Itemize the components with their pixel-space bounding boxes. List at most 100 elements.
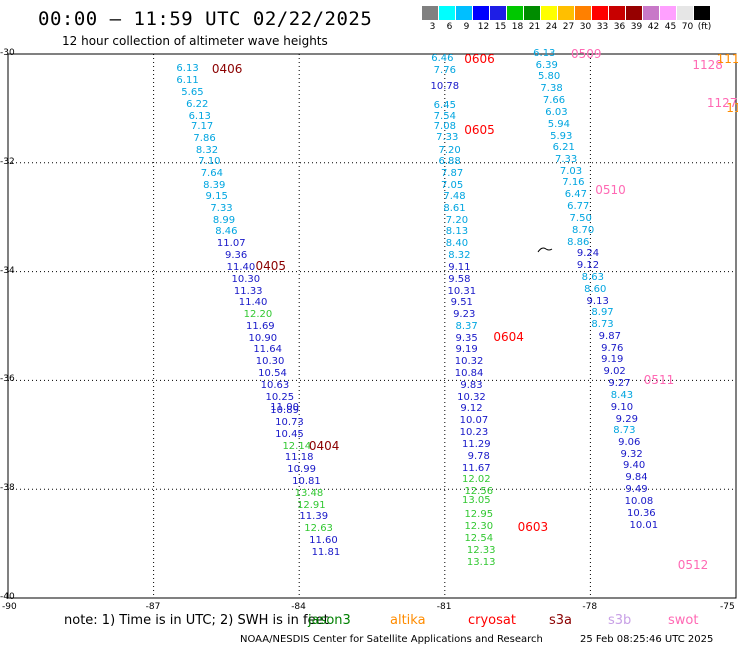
scale-label: 6 [446,22,453,32]
wave-height-value: 7.48 [443,191,466,203]
pass-label: 0510 [595,183,626,197]
wave-height-value: 9.35 [455,332,478,344]
wave-height-value: 7.16 [562,177,585,189]
wave-height-value: 6.46 [431,53,454,65]
wave-height-value: 7.54 [433,110,456,122]
scale-label: 42 [647,22,660,32]
wave-height-value: 7.33 [436,132,459,144]
scale-swatch [473,6,490,20]
scale-swatch [643,6,660,20]
wave-height-value: 9.84 [625,472,648,484]
scale-label: 21 [528,22,541,32]
y-tick-label: -40 [0,592,15,602]
coastline-fragment [537,247,553,253]
pass-label: 0606 [464,52,495,67]
wave-height-value: 6.03 [545,106,568,118]
wave-height-value: 6.22 [186,98,209,110]
scale-swatch [490,6,507,20]
scale-label: 12 [477,22,490,32]
wave-height-value: 7.38 [540,83,563,95]
wave-height-value: 8.73 [613,424,636,436]
wave-height-value: 11.39 [299,511,329,523]
wave-height-value: 11.69 [246,321,275,333]
wave-height-value: 11.29 [462,438,491,450]
wave-height-value: 8.13 [445,226,469,238]
scale-label: 30 [579,22,592,32]
wave-height-value: 10.84 [454,367,484,379]
scale-swatch [541,6,558,20]
wave-height-value: 10.81 [292,476,321,488]
wave-height-value: 13.05 [462,495,491,507]
wave-height-value: 9.78 [467,450,490,462]
scale-swatch [660,6,677,20]
wave-height-value: 10.78 [430,80,460,92]
wave-height-value: 10.99 [287,464,316,476]
scale-swatch [575,6,592,20]
wave-height-value: 7.20 [445,215,469,226]
wave-height-value: 9.40 [622,460,646,472]
wave-height-value: 10.32 [457,391,486,403]
wave-height-value: 11.67 [462,462,491,474]
wave-height-value: 11.18 [284,452,314,464]
satellite-legend-item: cryosat [468,613,516,628]
scale-label: 27 [562,22,575,32]
wave-height-value: 6.45 [433,99,456,111]
wave-height-value: 6.13 [188,110,211,122]
wave-height-value: 11.40 [226,261,256,273]
wave-height-value: 6.39 [535,59,558,71]
wave-height-value: 8.63 [581,272,604,284]
wave-height-value: 9.10 [610,401,634,413]
wave-height-value: 12.95 [464,509,494,521]
scale-label: 24 [545,22,558,32]
wave-height-value: 9.27 [608,378,631,390]
wave-height-value: 6.21 [552,142,575,154]
wave-height-value: 8.60 [584,283,607,295]
wave-height-value: 11.60 [309,534,338,546]
wave-height-value: 9.15 [205,191,228,203]
wave-height-value: 9.06 [618,436,641,448]
wave-height-value: 12.54 [464,533,494,545]
scale-label: 3 [429,22,436,32]
wave-height-value: 12.30 [464,521,494,533]
map-title: 00:00 – 11:59 UTC 02/22/2025 [38,8,373,30]
wave-height-value: 9.19 [601,354,624,366]
y-tick-label: -36 [0,374,15,385]
pass-label: 0604 [493,329,524,344]
wave-height-value: 12.02 [462,473,491,485]
wave-height-value: 9.76 [601,342,624,354]
wave-height-value: 5.80 [538,71,561,83]
map-frame [7,53,737,599]
wave-height-value: 8.86 [567,236,590,248]
scale-swatch [439,6,456,20]
wave-height-value: 7.33 [210,203,233,215]
wave-height-value: 7.03 [559,166,583,178]
y-tick-label: -34 [0,265,15,276]
scale-swatch [524,6,541,20]
scale-label: 36 [613,22,626,32]
wave-height-value: 12.14 [282,440,312,452]
wave-height-value: 10.30 [231,273,261,285]
wave-height-value: 10.89 [270,405,299,417]
wave-height-value: 9.02 [603,366,626,378]
wave-height-value: 8.61 [443,203,466,215]
wave-height-value: 8.39 [203,179,226,191]
wave-height-value: 9.23 [453,309,476,321]
wave-height-value: 7.66 [542,95,566,107]
wave-height-value: 7.20 [438,144,461,156]
footer-timestamp: 25 Feb 08:25:46 UTC 2025 [580,634,714,645]
wave-height-value: 12.91 [297,499,326,511]
wave-height-value: 8.37 [455,321,478,333]
wave-height-value: 6.13 [533,48,556,59]
wave-height-value: 12.63 [304,522,333,534]
y-tick-label: -32 [0,156,15,167]
scale-label: (ft) [697,22,712,32]
wave-height-value: 5.93 [550,130,573,142]
wave-height-value: 10.73 [275,416,304,428]
scale-label: 45 [664,22,677,32]
scale-swatch [507,6,524,20]
scale-swatch [592,6,609,20]
wave-height-value: 13.13 [466,556,496,568]
wave-height-value: 9.83 [460,379,483,391]
wave-height-value: 8.46 [215,226,238,238]
wave-height-value: 10.01 [629,519,659,531]
